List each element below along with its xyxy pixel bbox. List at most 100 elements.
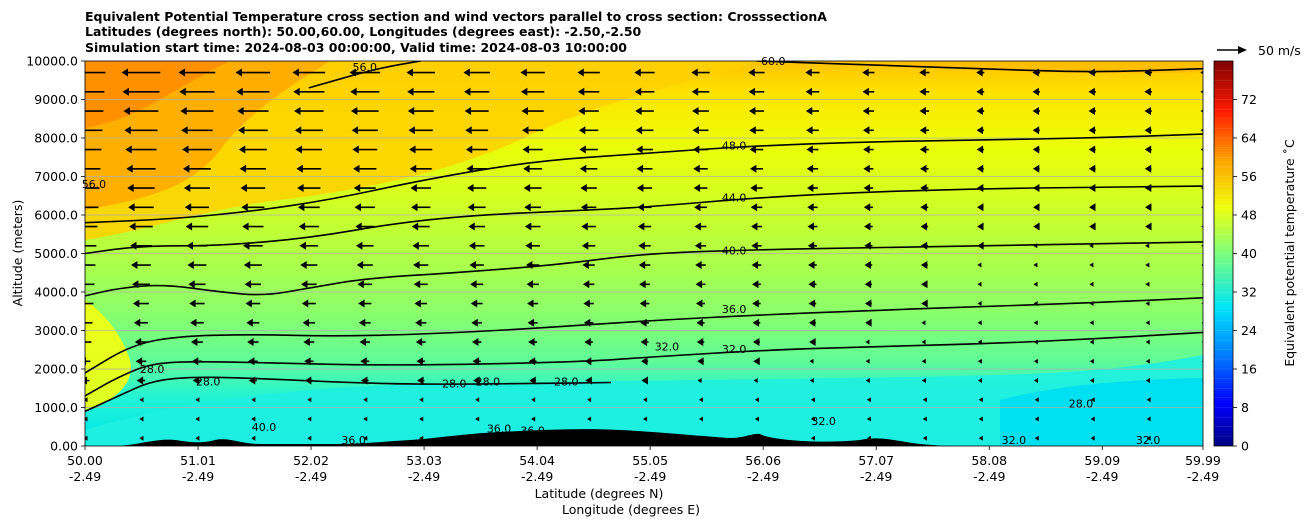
wind-vector-head — [1088, 184, 1096, 193]
wind-vector-head — [353, 164, 360, 173]
wind-vector-251 — [1201, 225, 1203, 228]
wind-vector-215 — [355, 241, 374, 250]
wind-vector-head — [866, 416, 871, 422]
wind-vector-head — [919, 145, 927, 154]
wind-vector-head — [71, 184, 77, 192]
wind-vector-112 — [472, 338, 482, 347]
wind-vector-head — [1088, 107, 1095, 116]
wind-vector-head — [978, 378, 983, 384]
wind-vector-381 — [236, 87, 270, 96]
contour-label-15: 40.0 — [252, 421, 277, 434]
wind-vector-12 — [754, 435, 759, 441]
quiver-key: 50 m/s — [1217, 43, 1301, 58]
wind-vector-44 — [195, 397, 200, 403]
wind-vector-295 — [126, 164, 156, 173]
wind-vector-82 — [1145, 378, 1150, 384]
wind-vector-141 — [921, 320, 926, 326]
wind-vector-47 — [363, 397, 368, 403]
wind-vector-60 — [1090, 397, 1095, 403]
contour-label-7: 32.0 — [655, 341, 680, 354]
wind-vector-head — [1032, 164, 1040, 173]
wind-vector-310 — [976, 164, 984, 173]
x-tick-label-lat-4: 54.04 — [519, 453, 555, 468]
wind-vector-318 — [238, 145, 267, 154]
wind-vector-343 — [465, 126, 489, 135]
wind-vector-174 — [413, 280, 428, 289]
wind-vector-head — [1145, 281, 1150, 287]
wind-vector-376 — [1144, 107, 1152, 116]
x-tick-label-lon-2: -2.49 — [295, 469, 327, 484]
wind-vector-head — [524, 222, 532, 231]
wind-vector-head — [977, 301, 982, 307]
wind-vector-71 — [529, 376, 536, 385]
wind-vector-head — [1088, 87, 1095, 96]
wind-vector-head — [921, 378, 926, 384]
wind-vector-135 — [583, 318, 594, 327]
wind-vector-head — [978, 435, 983, 441]
wind-vector-head — [419, 397, 424, 403]
wind-vector-199 — [638, 261, 651, 270]
wind-vector-head — [1144, 126, 1152, 135]
wind-vector-head — [307, 416, 312, 422]
wind-vector-219 — [581, 241, 596, 250]
wind-vector-head — [699, 416, 704, 422]
wind-vector-46 — [307, 397, 312, 403]
wind-vector-head — [749, 145, 757, 154]
wind-vector-227 — [1033, 243, 1038, 249]
wind-vector-105 — [85, 341, 92, 343]
wind-vector-145 — [1145, 320, 1150, 326]
wind-vector-147 — [85, 302, 94, 305]
wind-vector-255 — [241, 203, 265, 212]
warm-top-right — [900, 61, 1203, 74]
wind-vector-36 — [922, 416, 927, 422]
wind-vector-head — [414, 299, 421, 308]
wind-vector-325 — [636, 145, 653, 154]
wind-vector-head — [920, 164, 927, 173]
wind-vector-head — [1200, 186, 1203, 190]
wind-vector-191 — [187, 261, 207, 270]
wind-vector-head — [1145, 262, 1150, 268]
contour-labels: 56.0 60.0 48.0 44.0 40.0 36.0 32.0 32.0 28.0 28.0… — [82, 55, 1161, 447]
wind-vector-head — [1033, 222, 1040, 231]
wind-vector-head — [643, 397, 648, 403]
wind-vector-head — [409, 164, 417, 173]
wind-vector-22 — [139, 416, 144, 422]
wind-vector-head — [521, 107, 528, 116]
wind-vector-210 — [85, 245, 97, 247]
wind-vector-head — [1089, 320, 1094, 326]
wind-vector-head — [248, 376, 256, 385]
contour-32-1 — [85, 331, 1203, 397]
colorbar-tick-label-4: 32 — [1241, 285, 1257, 300]
wind-vector-345 — [578, 126, 599, 135]
wind-vector-330 — [919, 145, 929, 154]
wind-vector-head — [1146, 416, 1151, 422]
wind-vector-head — [920, 203, 927, 212]
wind-vector-head — [641, 376, 648, 385]
wind-vector-head — [864, 299, 872, 308]
wind-vector-head — [471, 318, 478, 327]
wind-vector-head — [977, 262, 982, 268]
wind-vector-head — [192, 376, 200, 385]
wind-vector-280 — [467, 184, 487, 193]
wind-vector-363 — [407, 107, 434, 116]
wind-vector-head — [921, 339, 926, 345]
wind-vector-head — [181, 126, 188, 135]
wind-vector-288 — [920, 184, 929, 193]
wind-vector-head — [637, 184, 644, 193]
wind-vector-309 — [920, 164, 929, 173]
wind-vector-head — [130, 241, 137, 250]
y-axis-ticks: 0.00 1000.0 2000.0 3000.0 4000.0 5000.0 6000.0… — [26, 54, 85, 454]
wind-vector-head — [191, 357, 199, 366]
wind-vector-236 — [355, 222, 375, 231]
wind-vector-head — [189, 299, 196, 308]
wind-vector-253 — [128, 203, 154, 212]
wind-vector-head — [1034, 378, 1039, 384]
wind-vector-193 — [300, 261, 318, 270]
wind-vector-79 — [978, 378, 983, 384]
wind-vector-head — [753, 338, 760, 347]
wind-vector-head — [807, 203, 814, 212]
wind-vector-head — [65, 69, 71, 77]
wind-vector-261 — [580, 203, 597, 212]
wind-vector-head — [577, 87, 585, 96]
wind-vector-222 — [751, 241, 762, 250]
